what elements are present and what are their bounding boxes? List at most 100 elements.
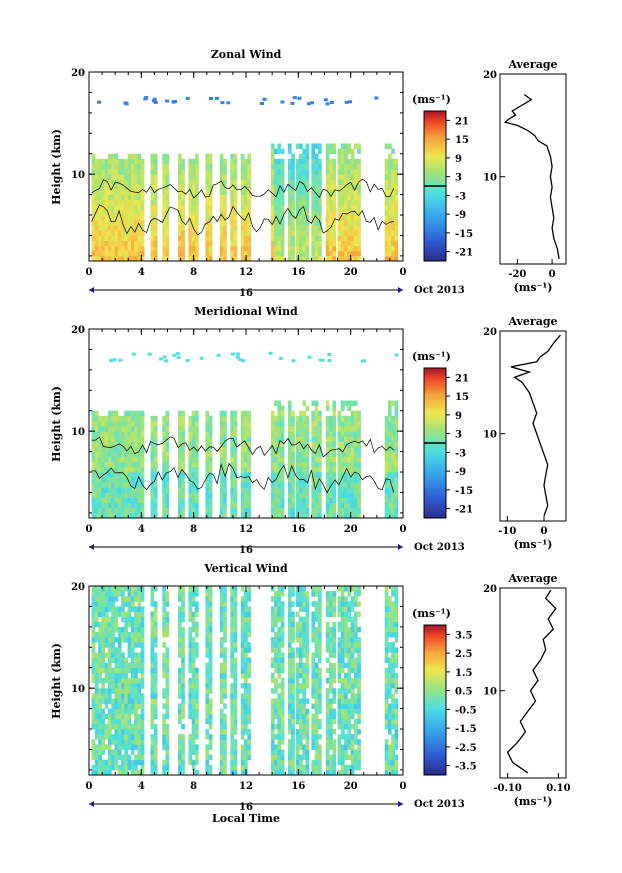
heatmap-cell [247,647,251,653]
heatmap-cell [124,461,128,468]
heatmap-cell [91,230,96,236]
heatmap-cell [318,158,322,165]
heatmap-cell [208,713,213,720]
heatmap-cell [219,507,224,514]
heatmap-cell [233,688,238,694]
heatmap-cell [101,744,106,750]
heatmap-cell [347,194,352,201]
heatmap-cell [388,621,392,628]
heatmap-cell [384,250,389,257]
heatmap-cell [240,502,245,509]
heatmap-cell [134,415,138,422]
heatmap-cell [98,677,102,684]
heatmap-cell [388,158,392,165]
heatmap-cell [137,441,142,447]
heatmap-cell [270,230,275,236]
heatmap-cell [388,446,392,452]
heatmap-cell [233,606,238,612]
heatmap-cell [108,431,112,437]
heatmap-cell [98,189,102,195]
heatmap-cell [108,209,112,216]
heatmap-cell [274,759,278,766]
heatmap-cell [111,426,115,432]
heatmap-cell [130,652,135,658]
heatmap-cell [94,179,99,185]
heatmap-cell [274,194,278,201]
heatmap-cell [94,426,99,432]
heatmap-cell [176,356,181,360]
heatmap-cell [291,507,295,514]
heatmap-cell [337,739,342,745]
heatmap-cell [111,451,115,458]
heatmap-cell [165,482,170,488]
heatmap-cell [325,169,330,175]
heatmap-cell [350,708,355,715]
heatmap-cell [208,718,213,725]
heatmap-cell [287,616,292,623]
heatmap-cell [270,677,275,684]
heatmap-cell [337,148,342,155]
heatmap-cell [337,662,342,669]
heatmap-cell [244,230,248,236]
heatmap-cell [152,97,157,101]
heatmap-cell [347,512,352,519]
heatmap-cell [384,647,389,653]
heatmap-cell [233,601,238,607]
heatmap-cell [280,158,285,165]
heatmap-cell [188,255,193,262]
heatmap-cell [244,723,248,730]
heatmap-cell [318,472,322,478]
heatmap-cell [311,632,316,638]
heatmap-cell [344,507,348,514]
heatmap-cell [195,194,199,201]
heatmap-cell [340,456,345,463]
heatmap-cell [114,255,119,262]
heatmap-cell [391,672,395,679]
heatmap-cell [188,591,193,597]
heatmap-cell [311,718,316,725]
colorbar-tick-label: -3 [455,448,466,459]
heatmap-cell [195,502,199,509]
heatmap-cell [165,764,170,771]
heatmap-cell [94,688,99,694]
heatmap-cell [329,652,333,658]
heatmap-cell [205,591,210,597]
heatmap-cell [240,225,245,231]
heatmap-cell [287,703,292,709]
heatmap-cell [299,199,303,206]
heatmap-cell [314,415,319,422]
heatmap-cell [150,688,155,694]
heatmap-cell [353,472,358,478]
heatmap-cell [384,672,389,679]
heatmap-cell [94,601,99,607]
heatmap-cell [347,492,352,498]
heatmap-cell [277,189,282,195]
heatmap-cell [127,647,132,653]
date-axis-arrow-left [89,544,94,550]
heatmap-cell [91,431,96,437]
heatmap-cell [178,586,182,592]
heatmap-cell [332,729,337,735]
heatmap-cell [188,759,193,766]
heatmap-cell [280,245,285,252]
heatmap-cell [101,461,106,468]
heatmap-cell [327,359,332,363]
heatmap-cell [191,688,196,694]
heatmap-cell [117,225,122,231]
heatmap-cell [344,632,348,638]
heatmap-cell [219,451,224,458]
heatmap-cell [384,235,389,241]
heatmap-cell [329,507,333,514]
heatmap-cell [188,415,193,422]
heatmap-cell [302,174,306,180]
heatmap-cell [111,436,115,442]
heatmap-cell [137,250,142,257]
heatmap-cell [314,698,319,704]
heatmap-cell [247,662,251,669]
heatmap-cell [178,446,182,452]
heatmap-cell [287,426,292,432]
heatmap-cell [137,426,142,432]
heatmap-cell [337,235,342,241]
heatmap-cell [150,472,155,478]
heatmap-cell [91,626,96,633]
